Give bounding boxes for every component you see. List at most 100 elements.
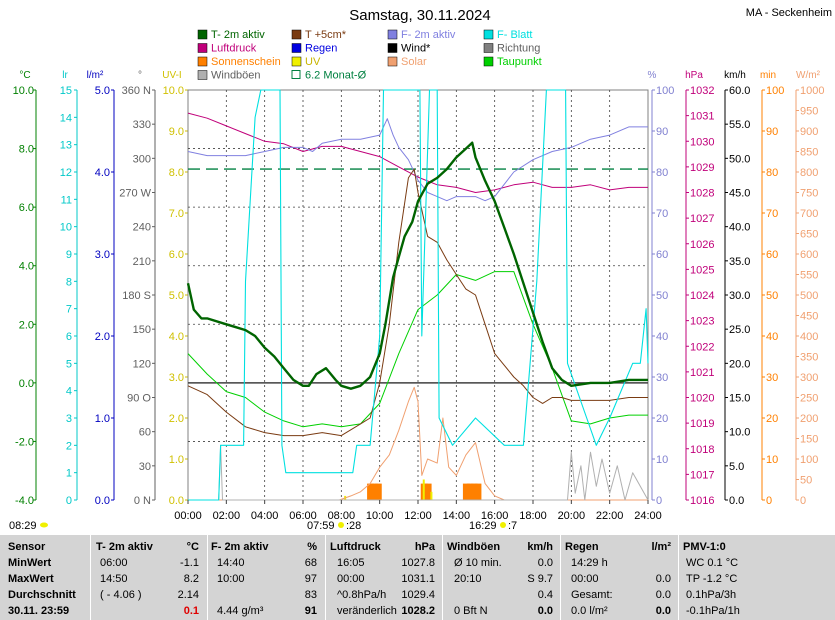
legend-swatch [291, 29, 302, 40]
x-tick-label: 08:00 [328, 510, 356, 522]
stats-col-unit: l/m² [651, 541, 671, 553]
stats-label: 0.0 l/m² [571, 605, 608, 617]
sun-icon [338, 522, 344, 528]
axis-tick-label: 8.0 [19, 144, 34, 156]
axis-tick-label: 1022 [690, 341, 714, 353]
axis-tick-label: 100 [656, 85, 674, 97]
moon-icon [40, 522, 48, 528]
legend-swatch [291, 43, 302, 53]
axis-unit-right: % [648, 70, 657, 81]
axis-tick-label: 9 [66, 249, 72, 261]
sunshine-bar [462, 483, 470, 500]
axis-tick-label: 330 [133, 119, 151, 131]
stats-label: TP -1.2 °C [686, 573, 738, 585]
stats-col-head: Luftdruck [330, 541, 381, 553]
axis-tick-label: 13 [60, 140, 72, 152]
axis-tick-label: 45.0 [729, 188, 750, 200]
axis-tick-label: 0.0 [169, 495, 184, 507]
legend-label: Sonnenschein [211, 56, 281, 68]
stats-table: Sensor MinWert MaxWert Durchschnitt 30.11. 2… [0, 535, 835, 620]
stats-value: S 9.7 [527, 573, 553, 585]
stats-value: 0.1 [183, 605, 199, 617]
axis-tick-label: 1024 [690, 290, 714, 302]
axis-tick-label: 35.0 [729, 256, 750, 268]
x-tick-label: 04:00 [251, 510, 279, 522]
axis-tick-label: 20.0 [729, 358, 750, 370]
axis-tick-label: 8.0 [169, 167, 184, 179]
stats-value: 2.14 [177, 589, 199, 601]
legend-label: F- Blatt [497, 29, 532, 41]
axis-tick-label: 25.0 [729, 324, 750, 336]
axis-tick-label: 90 O [127, 393, 151, 405]
legend-swatch [483, 29, 494, 40]
legend-swatch [197, 56, 208, 67]
axis-tick-label: 500 [800, 290, 818, 302]
stats-value: -1.1 [180, 557, 199, 569]
axis-tick-label: 50 [766, 290, 778, 302]
axis-tick-label: 1016 [690, 495, 714, 507]
axis-tick-label: 15.0 [729, 393, 750, 405]
axis-tick-label: 5.0 [169, 290, 184, 302]
axis-unit-left: °C [19, 70, 30, 81]
stats-col-head: Windböen [447, 541, 501, 553]
stats-label: 10:00 [217, 573, 245, 585]
stats-value: 68 [304, 557, 317, 569]
axis-tick-label: 50.0 [729, 153, 750, 165]
legend-swatch [197, 29, 208, 40]
axis-tick-label: 1018 [690, 444, 714, 456]
stats-label: Gesamt: [571, 589, 613, 601]
axis-tick-label: 0 N [134, 495, 151, 507]
stats-label: 00:00 [571, 573, 599, 585]
stats-label: WC 0.1 °C [686, 557, 739, 569]
axis-tick-label: 1021 [690, 367, 714, 379]
x-tick-label: 16:00 [481, 510, 509, 522]
x-tick-label: 12:00 [404, 510, 432, 522]
stats-label: Ø 10 min. [454, 557, 502, 569]
x-tick-label: 02:00 [213, 510, 241, 522]
axis-unit-left: ° [138, 70, 142, 81]
stats-separator [207, 535, 208, 620]
legend-label: Regen [305, 43, 337, 55]
axis-tick-label: 14 [60, 112, 72, 124]
axis-unit-right: hPa [685, 70, 703, 81]
axis-tick-label: 10 [60, 222, 72, 234]
axis-tick-label: 1.0 [95, 413, 110, 425]
stats-col-unit: km/h [527, 541, 553, 553]
x-tick-label: 06:00 [289, 510, 317, 522]
stats-label: -0.1hPa/1h [686, 605, 740, 617]
stats-value: 1028.2 [401, 605, 435, 617]
axis-tick-label: 40 [656, 331, 668, 343]
legend-label: Taupunkt [497, 56, 542, 68]
axis-tick-label: 100 [766, 85, 784, 97]
legend-swatch [387, 29, 398, 40]
stats-value: 0.0 [537, 557, 553, 569]
legend-swatch [291, 70, 301, 79]
axis-tick-label: 400 [800, 331, 818, 343]
axis-tick-label: 10 [766, 454, 778, 466]
sun-icon [500, 522, 506, 528]
axis-tick-label: 10.0 [163, 85, 184, 97]
axis-tick-label: 1000 [800, 85, 824, 97]
axis-tick-label: 800 [800, 167, 818, 179]
axis-tick-label: 0 [766, 495, 772, 507]
axis-tick-label: 30 [766, 372, 778, 384]
axis-tick-label: 70 [766, 208, 778, 220]
stats-row-label: Durchschnitt [8, 589, 76, 601]
sunshine-bar [470, 483, 478, 500]
axis-tick-label: 15 [60, 85, 72, 97]
legend-label: UV [305, 56, 321, 68]
axis-tick-label: 240 [133, 222, 151, 234]
stats-col-unit: hPa [414, 541, 435, 553]
axis-tick-label: 0.0 [729, 495, 744, 507]
legend-label: Wind* [401, 43, 431, 55]
x-tick-label: 20:00 [558, 510, 586, 522]
stats-value: 0.0 [655, 605, 671, 617]
axis-tick-label: 30 [656, 372, 668, 384]
stats-row-label: Sensor [8, 541, 46, 553]
axis-tick-label: 20 [656, 413, 668, 425]
axis-tick-label: 6.0 [169, 249, 184, 261]
axes: °C10.08.06.04.02.00.0-2.0-4.0lr151413121… [13, 70, 825, 507]
series-line-t-5cm- [187, 168, 648, 437]
axis-tick-label: 40 [766, 331, 778, 343]
axis-tick-label: 60 [656, 249, 668, 261]
